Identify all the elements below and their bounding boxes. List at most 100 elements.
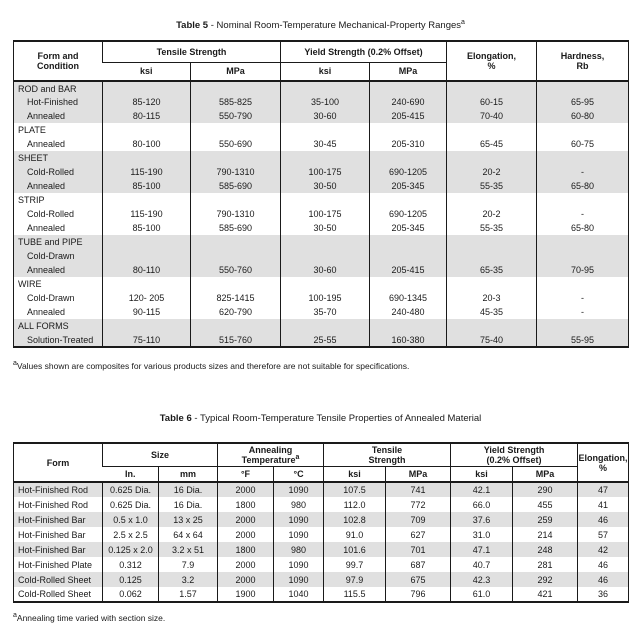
table6-tensile-properties-annealed: Form Size Annealing Temperaturea Tensile…	[13, 442, 630, 603]
value-cell: 115-190	[102, 165, 191, 179]
header-text: Condition	[37, 61, 79, 71]
table5-header: Form and Condition Tensile Strength Yiel…	[13, 41, 629, 81]
value-cell: 42	[577, 542, 629, 557]
value-cell: 35-70	[280, 305, 370, 319]
value-cell: 0.625 Dia.	[102, 497, 159, 512]
value-cell: 240-480	[369, 305, 447, 319]
table5-col-form-condition: Form and Condition	[14, 41, 103, 81]
table-row: SHEET	[13, 151, 629, 165]
table6-col-yield-strength: Yield Strength (0.2% Offset)	[450, 443, 578, 467]
value-cell	[280, 249, 370, 263]
value-cell: 61.0	[450, 587, 513, 602]
value-cell: 20-3	[446, 291, 537, 305]
value-cell: 75-110	[102, 333, 191, 347]
value-cell: 80-100	[102, 137, 191, 151]
value-cell: 85-120	[102, 95, 191, 109]
value-cell: 47.1	[450, 542, 513, 557]
table6-col-elongation: Elongation, %	[577, 443, 629, 482]
table-row: Annealed 85-100 585-690 30-50 205-345 55-35 65…	[13, 179, 629, 193]
value-cell: 102.8	[323, 512, 386, 527]
value-cell: 1800	[217, 497, 274, 512]
form-cell: Hot-Finished Bar	[18, 529, 86, 540]
table6-footnote: aAnnealing time varied with section size…	[13, 612, 628, 624]
form-cell: Hot-Finished Rod	[18, 499, 89, 510]
table5-mechanical-property-ranges: Form and Condition Tensile Strength Yiel…	[13, 40, 629, 348]
form-cell: Cold-Rolled Sheet	[18, 589, 92, 599]
value-cell	[446, 193, 537, 207]
value-cell: 85-100	[102, 179, 191, 193]
table5-title-sep: -	[208, 20, 217, 31]
table-row: Cold-Rolled 115-190 790-1310 100-175 690-120…	[13, 165, 629, 179]
spacer	[13, 372, 628, 413]
value-cell: 46	[577, 572, 629, 587]
value-cell: 240-690	[369, 95, 447, 109]
value-cell: 259	[512, 512, 578, 527]
table6-title-text: Typical Room-Temperature Tensile Propert…	[200, 413, 482, 424]
table5-title-footnote-mark: a	[461, 18, 465, 26]
header-text: Yield Strength	[483, 444, 545, 455]
table-row: Hot-Finished Rod 0.625 Dia. 16 Dia. 2000 109…	[13, 482, 629, 497]
table6-subcol-tensile-mpa: MPa	[385, 466, 451, 482]
table6-subcol-tensile-ksi: ksi	[323, 466, 386, 482]
value-cell	[190, 151, 281, 165]
value-cell: 30-45	[280, 137, 370, 151]
form-condition-cell: Cold-Rolled	[27, 167, 75, 177]
value-cell: 91.0	[323, 527, 386, 542]
value-cell: 20-2	[446, 165, 537, 179]
value-cell: 47	[577, 482, 629, 497]
form-condition-cell: Annealed	[27, 139, 66, 149]
table-row: Cold-Drawn	[13, 249, 629, 263]
value-cell: 66.0	[450, 497, 513, 512]
value-cell: 45-35	[446, 305, 537, 319]
value-cell: 825-1415	[190, 291, 281, 305]
table-row: Hot-Finished 85-120 585-825 35-100 240-690 60…	[13, 95, 629, 109]
value-cell: 796	[385, 587, 451, 602]
value-cell: 205-415	[369, 263, 447, 277]
value-cell	[536, 249, 629, 263]
value-cell	[280, 277, 370, 291]
value-cell: -	[536, 207, 629, 221]
value-cell: 421	[512, 587, 578, 602]
value-cell	[102, 123, 191, 137]
value-cell: 30-60	[280, 109, 370, 123]
value-cell: 290	[512, 482, 578, 497]
value-cell: 585-690	[190, 221, 281, 235]
value-cell: 13 x 25	[157, 512, 218, 527]
value-cell	[280, 193, 370, 207]
table-row: ROD and BAR	[13, 81, 629, 95]
value-cell: 627	[385, 527, 451, 542]
value-cell: 100-195	[280, 291, 370, 305]
form-condition-cell: SHEET	[18, 153, 49, 163]
value-cell: 205-415	[369, 109, 447, 123]
value-cell: 3.2 x 51	[157, 542, 218, 557]
value-cell	[190, 249, 281, 263]
value-cell: 1900	[217, 587, 274, 602]
value-cell: 75-40	[446, 333, 537, 347]
table-row: PLATE	[14, 123, 629, 137]
header-text: Hardness,	[560, 51, 605, 61]
form-condition-cell: PLATE	[18, 125, 46, 135]
table-row: Hot-Finished Rod 0.625 Dia. 16 Dia. 1800 980…	[14, 497, 629, 512]
header-text: Temperaturea	[219, 453, 324, 465]
table6-annealing-footnote-mark: a	[295, 453, 300, 461]
form-cell: Hot-Finished Plate	[18, 559, 93, 570]
value-cell: 65-80	[536, 221, 629, 235]
value-cell: 40.7	[450, 557, 513, 572]
table6-header: Form Size Annealing Temperaturea Tensile…	[13, 443, 629, 482]
table5-footnote-mark: a	[13, 360, 17, 368]
value-cell: 550-760	[190, 263, 281, 277]
table-row: Annealed 80-110 550-760 30-60 205-415 65-35 70…	[13, 263, 629, 277]
form-condition-cell: TUBE and PIPE	[18, 237, 83, 247]
value-cell: 675	[385, 572, 451, 587]
value-cell	[369, 193, 447, 207]
value-cell: 80-115	[102, 109, 191, 123]
value-cell: 1090	[273, 572, 324, 587]
table5-footnote-text: Values shown are composites for various …	[16, 361, 410, 371]
value-cell	[190, 123, 281, 137]
table5-footnote: aValues shown are composites for various…	[13, 360, 628, 372]
table6-footnote-text: Annealing time varied with section size.	[16, 613, 166, 623]
value-cell: 690-1205	[369, 207, 447, 221]
value-cell	[102, 81, 191, 95]
value-cell	[446, 277, 537, 291]
value-cell	[536, 193, 629, 207]
